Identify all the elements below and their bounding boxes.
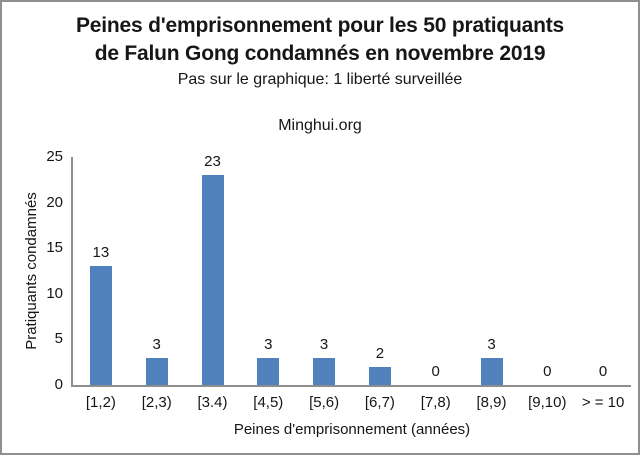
bar (145, 357, 168, 385)
bar-value-label: 0 (431, 363, 440, 380)
x-tick-label: [7,8) (420, 394, 451, 411)
x-axis-title: Peines d'emprisonnement (années) (233, 421, 471, 438)
source-label: Minghui.org (278, 117, 362, 134)
bar-value-label: 2 (375, 344, 385, 362)
chart-title-line-2: de Falun Gong condamnés en novembre 2019 (94, 42, 546, 65)
x-tick-label: [5,6) (309, 394, 340, 411)
bar (201, 175, 224, 385)
y-tick-label: 0 (54, 376, 63, 393)
bar-value-label: 3 (319, 335, 329, 353)
x-tick-label: [9,10) (528, 394, 567, 411)
bar (480, 357, 503, 385)
bar (313, 357, 336, 385)
chart-title: Peines d'emprisonnement pour les 50 prat… (2, 12, 638, 68)
plot-area: 13 3 23 3 3 2 0 3 0 0 (71, 153, 631, 387)
bar-value-label: 13 (92, 244, 110, 262)
x-tick-label: [8,9) (476, 394, 507, 411)
bar-value-label: 0 (598, 363, 608, 380)
bar (257, 357, 280, 385)
x-tick-label: [1,2) (85, 394, 116, 411)
y-tick-label: 10 (46, 284, 63, 302)
x-tick-label: [2,3) (141, 394, 172, 411)
bar (368, 366, 391, 385)
y-tick-label: 25 (46, 148, 63, 165)
bar-value-label: 0 (543, 363, 552, 380)
x-tick-label: [4,5) (253, 394, 284, 411)
chart-title-line-1: Peines d'emprisonnement pour les 50 prat… (75, 14, 565, 37)
x-tick-label: [3.4) (197, 394, 228, 411)
x-tick-label: > = 10 (581, 394, 625, 411)
y-tick-label: 5 (54, 330, 63, 348)
y-tick-label: 15 (46, 239, 63, 257)
bar (89, 266, 112, 385)
x-tick-label: [6,7) (364, 394, 395, 411)
bar-value-label: 3 (264, 335, 273, 353)
chart-subtitle: Pas sur le graphique: 1 liberté surveill… (177, 71, 463, 88)
bar-value-label: 3 (487, 335, 496, 353)
bar-value-label: 3 (152, 335, 161, 353)
x-tick-row: [1,2) [2,3) [3.4) [4,5) [5,6) [6,7) [7,8) [8,9)… (73, 394, 631, 412)
y-tick-label: 20 (46, 193, 63, 211)
y-axis-ticks: 0 5 10 15 20 25 (2, 148, 65, 393)
bar-value-label: 23 (204, 153, 221, 171)
